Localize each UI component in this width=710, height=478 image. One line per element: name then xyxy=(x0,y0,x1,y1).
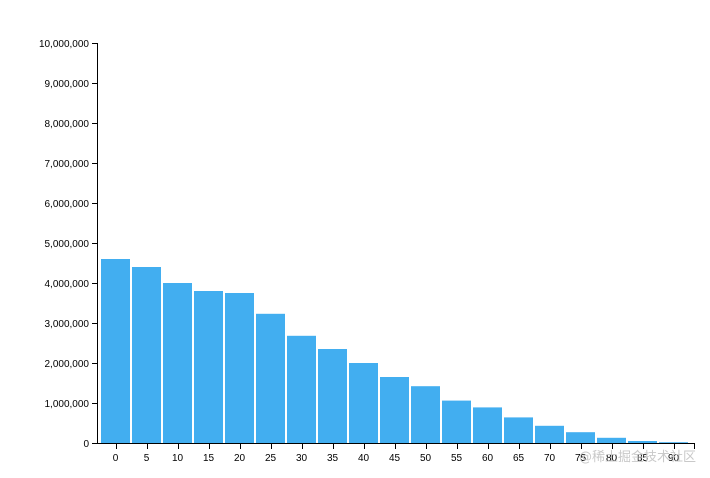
bar xyxy=(628,441,657,443)
bar xyxy=(535,425,564,443)
bar xyxy=(225,293,254,443)
x-tick-label: 50 xyxy=(420,453,432,464)
x-tick-label: 0 xyxy=(113,453,119,464)
bar xyxy=(597,437,626,443)
x-tick-label: 35 xyxy=(327,453,339,464)
x-tick-label: 85 xyxy=(637,453,649,464)
bar xyxy=(163,283,192,443)
y-tick-label: 3,000,000 xyxy=(45,319,90,330)
y-tick-label: 8,000,000 xyxy=(45,119,90,130)
bars xyxy=(101,259,688,443)
y-tick-label: 10,000,000 xyxy=(39,39,89,50)
x-tick-label: 5 xyxy=(144,453,150,464)
x-tick-label: 70 xyxy=(544,453,556,464)
y-tick-label: 6,000,000 xyxy=(45,199,90,210)
y-tick-label: 0 xyxy=(83,439,89,450)
x-tick-label: 15 xyxy=(203,453,215,464)
bar xyxy=(287,335,316,443)
x-tick-label: 10 xyxy=(172,453,184,464)
x-tick-label: 45 xyxy=(389,453,401,464)
bar xyxy=(349,363,378,443)
x-axis: 0 5 10 15 20 25 30 35 40 45 50 55 60 65 70 75 80 85 90 xyxy=(97,443,695,464)
y-tick-label: 1,000,000 xyxy=(45,399,90,410)
bar xyxy=(101,259,130,443)
y-tick-label: 4,000,000 xyxy=(45,279,90,290)
bar xyxy=(411,386,440,443)
x-tick-label: 20 xyxy=(234,453,246,464)
x-tick-label: 80 xyxy=(606,453,618,464)
bar xyxy=(659,442,688,443)
y-axis: 0 1,000,000 2,000,000 3,000,000 4,000,000 5,0… xyxy=(39,39,98,450)
watermark-text: @稀土掘金技术社区 xyxy=(579,449,696,465)
bar xyxy=(132,267,161,443)
x-tick-label: 60 xyxy=(482,453,494,464)
bar xyxy=(473,407,502,443)
bar xyxy=(256,313,285,443)
x-tick-label: 65 xyxy=(513,453,525,464)
x-tick-label: 90 xyxy=(668,453,680,464)
x-tick-label: 30 xyxy=(296,453,308,464)
bar xyxy=(318,349,347,443)
x-tick-label: 40 xyxy=(358,453,370,464)
y-tick-label: 5,000,000 xyxy=(45,239,90,250)
bar xyxy=(566,432,595,443)
bar xyxy=(380,377,409,443)
y-tick-label: 9,000,000 xyxy=(45,79,90,90)
x-tick-label: 75 xyxy=(575,453,587,464)
bar xyxy=(442,400,471,443)
y-tick-label: 2,000,000 xyxy=(45,359,90,370)
x-tick-label: 25 xyxy=(265,453,277,464)
bar xyxy=(504,417,533,443)
y-tick-label: 7,000,000 xyxy=(45,159,90,170)
x-tick-label: 55 xyxy=(451,453,463,464)
bar xyxy=(194,291,223,443)
